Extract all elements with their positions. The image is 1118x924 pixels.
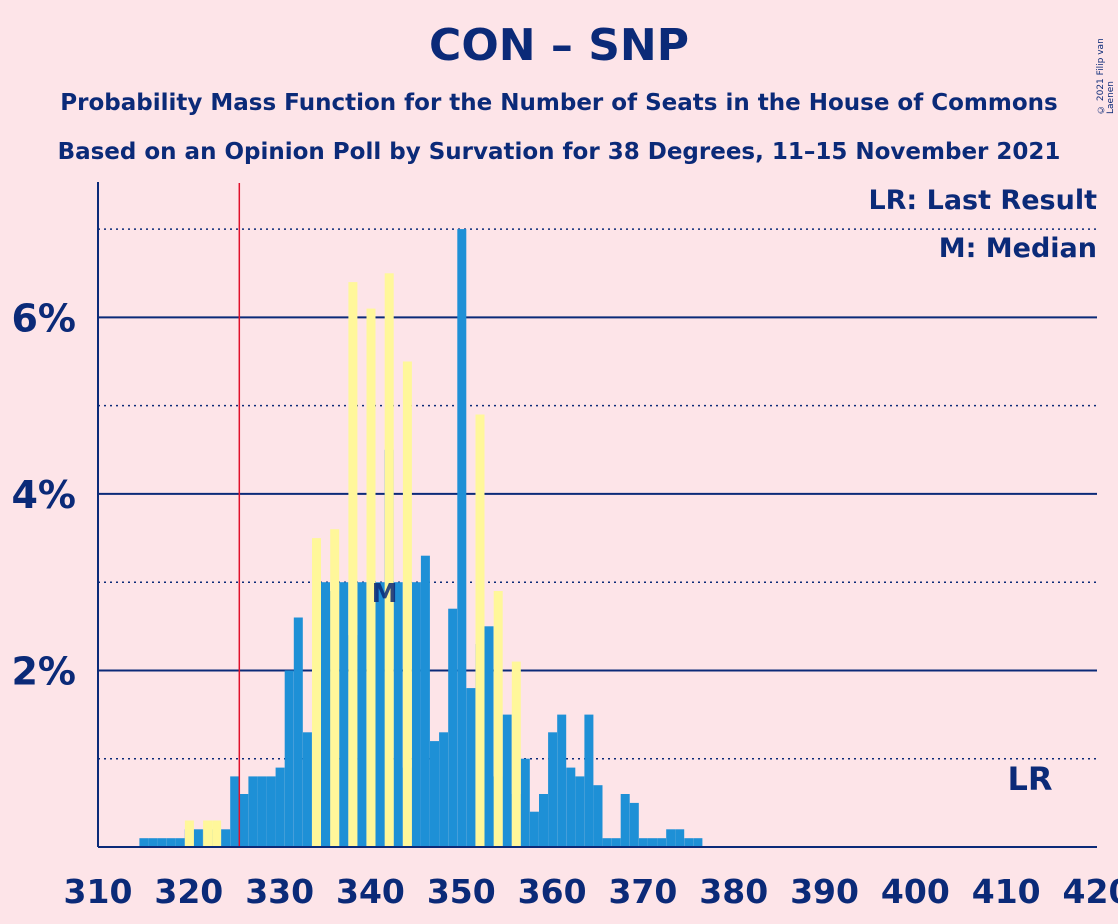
bar-blue [611,838,621,847]
chart-subtitle: Probability Mass Function for the Number… [60,90,1058,116]
x-tick-label: 320 [154,872,223,911]
bar-yellow [475,414,485,847]
x-tick-label: 400 [881,872,950,911]
x-tick-label: 410 [972,872,1041,911]
bar-blue [157,838,167,847]
bar-blue [502,714,512,847]
bar-blue [193,829,203,847]
legend-last-result: LR: Last Result [868,185,1097,216]
bar-blue [529,811,539,847]
bar-blue [602,838,612,847]
bar-blue [257,776,267,847]
chart-subtitle-poll: Based on an Opinion Poll by Survation fo… [57,139,1061,165]
bar-blue [284,670,294,847]
bar-blue [648,838,657,847]
bar-blue [666,829,676,847]
bar-yellow [366,308,376,848]
x-tick-label: 380 [699,872,768,911]
bar-blue [557,714,567,847]
bar-yellow [402,361,412,847]
bar-yellow [330,529,340,847]
bar-blue [448,608,458,847]
x-tick-label: 390 [790,872,859,911]
bar-blue [693,838,703,847]
bar-blue [239,794,249,847]
chart-title: CON – SNP [429,20,689,71]
bar-blue [230,776,240,847]
bar-blue [375,582,385,847]
bar-blue [221,829,231,847]
bar-blue [411,582,421,847]
bar-blue [684,838,694,847]
bar-blue [339,582,349,847]
x-tick-label: 340 [336,872,405,911]
bar-blue [393,582,403,847]
bar-blue [575,776,585,847]
bar-blue [302,732,312,847]
legend-median: M: Median [939,233,1097,264]
bar-blue [439,732,449,847]
y-tick-label: 2% [11,649,76,693]
bar-blue [248,776,258,847]
bar-blue [484,626,494,847]
bar-blue [430,741,439,847]
bar-yellow [212,820,222,847]
bar-yellow [511,661,521,847]
bar-blue [638,838,648,847]
bar-blue [520,758,530,847]
bar-yellow [184,820,194,847]
bar-blue [420,555,430,847]
bar-blue [466,688,476,847]
bar-blue [539,794,548,847]
bar-yellow [203,820,213,847]
bar-blue [166,838,176,847]
x-tick-label: 370 [608,872,677,911]
bar-blue [584,714,594,847]
bar-blue [629,802,639,847]
bar-yellow [348,282,358,848]
bar-blue [566,767,576,847]
bar-blue [148,838,158,847]
bar-yellow [384,273,394,847]
median-marker-label: M [372,579,398,609]
bar-blue [175,838,185,847]
bar-blue [548,732,558,847]
x-tick-label: 310 [64,872,133,911]
bar-blue [293,617,303,847]
x-tick-label: 420 [1063,872,1118,911]
bar-blue [593,785,603,847]
bar-yellow [312,538,321,847]
bar-blue [275,767,285,847]
bar-blue [357,582,367,847]
y-tick-label: 4% [11,473,76,517]
bar-blue [657,838,667,847]
bar-yellow [493,591,503,847]
bar-blue [321,582,330,847]
bar-blue [457,229,467,848]
x-tick-label: 350 [427,872,496,911]
y-tick-label: 6% [11,296,76,340]
bar-blue [620,794,630,847]
x-tick-label: 330 [245,872,314,911]
bar-blue [139,838,149,847]
lr-marker-label: LR [1007,760,1052,798]
x-tick-label: 360 [518,872,587,911]
bar-blue [266,776,276,847]
bar-blue [675,829,685,847]
